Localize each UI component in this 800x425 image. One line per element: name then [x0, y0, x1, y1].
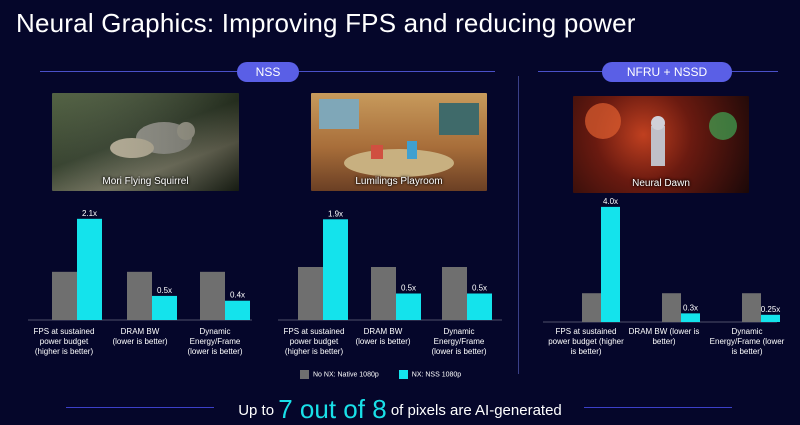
cat-label-fps: FPS at sustained power budget (higher is b… — [33, 327, 95, 356]
bar-value-label: 0.5x — [157, 286, 172, 295]
bar-value-label: 0.25x — [761, 305, 781, 314]
cat-label-energy: Dynamic Energy/Frame (lower is better) — [187, 327, 243, 356]
bar-value-label: 0.5x — [401, 284, 416, 293]
bar-baseline — [127, 271, 152, 320]
cat-label-dram: DRAM BW (lower is better) — [628, 327, 700, 346]
bar-baseline — [442, 267, 467, 320]
bar-baseline — [662, 293, 681, 322]
section-divider — [518, 76, 519, 374]
bar-value-label: 0.3x — [683, 303, 698, 312]
footer-prefix: Up to — [238, 402, 275, 419]
chart-neural-dawn: 4.0x 0.3x 0.25x — [543, 197, 781, 323]
caption-mori-flying-squirrel: Mori Flying Squirrel — [102, 176, 189, 187]
neural-dawn-art — [585, 103, 737, 166]
bar-nx — [467, 293, 492, 320]
bar-baseline — [200, 271, 225, 320]
thumbnail-mori-flying-squirrel: Mori Flying Squirrel — [52, 93, 239, 191]
caption-lumilings-playroom: Lumilings Playroom — [355, 176, 443, 187]
footer-suffix: of pixels are AI-generated — [390, 402, 562, 419]
bar-value-label: 0.4x — [230, 291, 245, 300]
bar-value-label: 1.9x — [328, 209, 343, 218]
bar-nx — [761, 314, 780, 322]
cat-label-dram: DRAM BW (lower is better) — [112, 327, 168, 346]
nfru-nssd-label: NFRU + NSSD — [602, 62, 732, 82]
cat-label-dram: DRAM BW (lower is better) — [355, 327, 411, 346]
bar-baseline — [52, 271, 77, 320]
cat-label-fps: FPS at sustained power budget (higher is b… — [548, 327, 624, 356]
footer-highlight: 7 out of 8 — [278, 394, 387, 424]
bar-value-label: 4.0x — [603, 197, 618, 206]
bar-nx — [152, 295, 177, 320]
squirrel-art — [52, 93, 239, 191]
footer-rule-left — [66, 407, 214, 408]
nss-label: NSS — [237, 62, 299, 82]
bar-nx — [396, 293, 421, 320]
chart-lumilings-playroom: 1.9x 0.5x 0.5x — [278, 209, 502, 321]
legend-item-nx: NX: NSS 1080p — [398, 370, 461, 379]
bar-value-label: 2.1x — [82, 209, 97, 218]
bar-nx — [601, 206, 620, 322]
playroom-art — [319, 99, 479, 177]
bar-baseline — [371, 267, 396, 320]
footer-rule-right — [584, 407, 732, 408]
cat-label-energy: Dynamic Energy/Frame (lower is better) — [431, 327, 487, 356]
footer-statement: Up to 7 out of 8 of pixels are AI-genera… — [0, 394, 800, 425]
bar-nx — [681, 313, 700, 322]
bar-baseline — [742, 293, 761, 322]
slide-title: Neural Graphics: Improving FPS and reduc… — [16, 8, 636, 38]
legend-swatch-baseline — [300, 370, 309, 379]
legend-item-baseline: No NX: Native 1080p — [300, 370, 379, 379]
thumbnail-lumilings-playroom: Lumilings Playroom — [311, 93, 487, 191]
bar-nx — [323, 219, 348, 320]
bar-nx — [225, 300, 250, 320]
chart-mori-flying-squirrel: 2.1x 0.5x 0.4x — [28, 209, 252, 321]
cat-label-fps: FPS at sustained power budget (higher is b… — [283, 327, 345, 356]
bar-nx — [77, 218, 102, 320]
bar-value-label: 0.5x — [472, 284, 487, 293]
bar-baseline — [298, 267, 323, 320]
cat-label-energy: Dynamic Energy/Frame (lower is better) — [709, 327, 785, 356]
bar-baseline — [582, 293, 601, 322]
caption-neural-dawn: Neural Dawn — [632, 178, 690, 189]
legend: No NX: Native 1080p NX: NSS 1080p — [300, 370, 461, 379]
legend-swatch-nx — [398, 370, 408, 379]
thumbnail-neural-dawn: Neural Dawn — [573, 96, 749, 193]
